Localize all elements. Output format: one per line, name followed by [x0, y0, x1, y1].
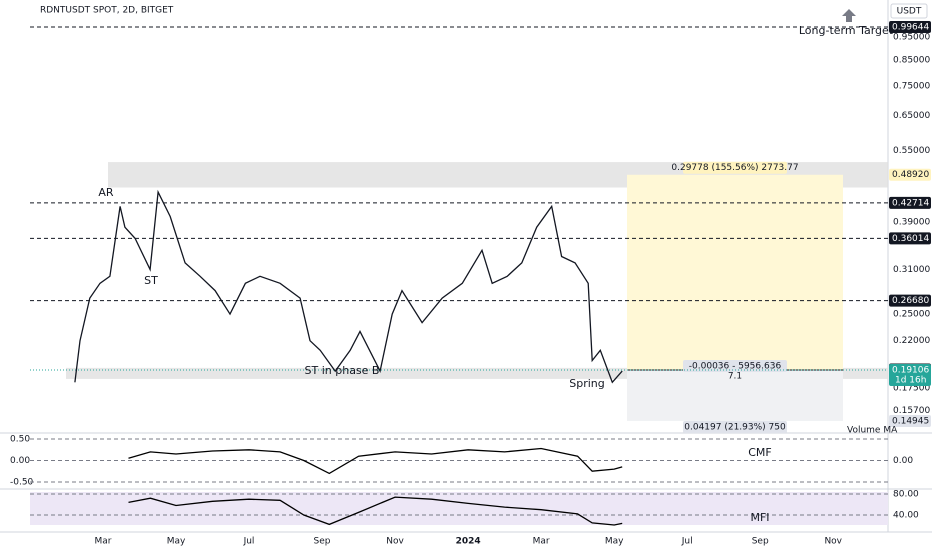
title: RDNTUSDT SPOT, 2D, BITGET [40, 6, 174, 16]
marker-label: 0.14945 [892, 416, 929, 426]
y-tick-label: 0.15700 [893, 406, 930, 416]
last-price: 0.19106 [892, 365, 929, 375]
x-tick-label: 2024 [456, 537, 481, 547]
marker-label: 0.48920 [892, 170, 929, 180]
indicator-line [128, 447, 623, 475]
y-tick-label: 0.39000 [893, 217, 930, 227]
x-tick-label: Sep [314, 537, 331, 547]
y-tick-label: -0.50 [10, 477, 34, 487]
level-label: 0.99644 [892, 23, 929, 33]
y-tick-label: 0.00 [10, 456, 30, 466]
y-tick-label: 0.50 [10, 435, 30, 445]
currency: USDT [897, 7, 922, 17]
countdown: 1d 16h [895, 375, 926, 385]
y-tick-label: 0.17500 [893, 384, 930, 394]
target-zone [627, 174, 843, 370]
last-value: 0.00 [893, 456, 913, 466]
level-label: 0.26680 [892, 296, 929, 306]
position-label: 0.04197 (21.93%) 750 [684, 422, 786, 432]
annotation: Spring [569, 377, 605, 390]
annotation: AR [98, 186, 114, 199]
x-tick-label: Mar [533, 537, 550, 547]
level-label-box [889, 232, 931, 245]
position-label: -0.00036 - 5956.636 [689, 361, 782, 371]
marker-box [889, 168, 931, 181]
x-tick-label: Mar [94, 537, 111, 547]
y-tick-label: 0.55000 [893, 146, 930, 156]
y-tick-label: 0.31000 [893, 265, 930, 275]
level-label-box [889, 196, 931, 209]
y-tick-label: 40.00 [893, 510, 919, 520]
price-line [74, 189, 623, 384]
x-tick-label: Sep [752, 537, 769, 547]
position-label-box [683, 359, 787, 372]
mfi-band [30, 492, 888, 525]
position-label-box [683, 420, 787, 433]
level-label: 0.42714 [892, 198, 929, 208]
stop-zone [627, 369, 843, 421]
x-tick-label: Jul [681, 537, 693, 547]
annotation: ST [144, 274, 158, 287]
marker-box [889, 414, 931, 427]
target-arrow [842, 9, 856, 22]
indicator-name: MFI [750, 511, 769, 524]
y-tick-label: 0.95000 [893, 32, 930, 42]
volume-label: Volume MA [847, 426, 898, 436]
x-tick-label: Jul [243, 537, 255, 547]
annotation: ST in phase B [305, 364, 380, 377]
y-tick-label: 0.25000 [893, 310, 930, 320]
x-tick-label: May [167, 537, 186, 547]
annotation: Long-term Target [799, 24, 894, 37]
level-label: 0.36014 [892, 234, 929, 244]
last-price-box [889, 363, 931, 386]
x-tick-label: May [605, 537, 624, 547]
position-label: 7.1 [728, 371, 742, 381]
y-tick-label: 80.00 [893, 489, 919, 499]
level-label-box [889, 21, 931, 34]
currency-box [890, 3, 928, 19]
y-tick-label: 0.65000 [893, 111, 930, 121]
indicator-name: CMF [748, 446, 772, 459]
y-tick-label: 0.85000 [893, 56, 930, 66]
x-tick-label: Nov [824, 537, 842, 547]
indicator-line [128, 496, 623, 526]
range-band [66, 367, 888, 379]
level-label-box [889, 294, 931, 307]
x-tick-label: Nov [386, 537, 404, 547]
y-tick-label: 0.75000 [893, 82, 930, 92]
position-label: 0.29778 (155.56%) 2773.77 [671, 163, 798, 173]
position-label-box [683, 161, 787, 174]
y-tick-label: 0.22000 [893, 336, 930, 346]
